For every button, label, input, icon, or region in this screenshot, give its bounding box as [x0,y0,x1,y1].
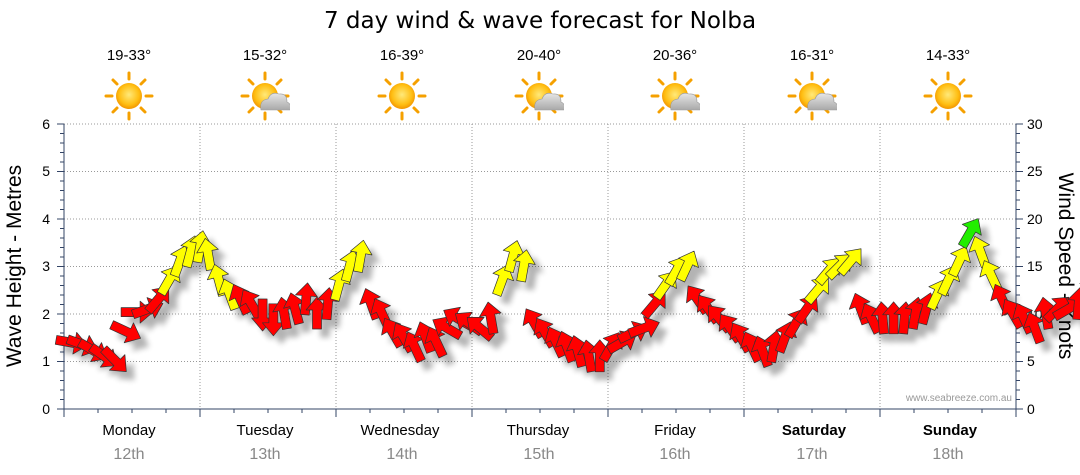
temp-label: 19-33° [107,47,151,64]
watermark: www.seabreeze.com.au [905,393,1012,404]
sun-icon [104,71,154,121]
y-tick-left: 6 [42,116,50,132]
x-date-label: 18th [932,446,963,463]
temp-label: 15-32° [243,47,287,64]
y-axis-label-left: Wave Height - Metres [3,165,26,367]
y-tick-left: 0 [42,401,50,417]
wind-arrows [54,218,1080,373]
sun-icon [923,71,973,121]
x-day-label: Thursday [507,422,570,439]
x-day-label: Wednesday [361,422,440,439]
y-tick-left: 3 [42,258,50,274]
x-day-label: Saturday [782,422,847,439]
x-date-label: 17th [796,446,827,463]
y-tick-right: 20 [1027,211,1043,227]
x-date-label: 14th [386,446,417,463]
x-day-label: Tuesday [237,422,294,439]
sun-cloud-icon [652,73,701,119]
x-date-label: 13th [249,446,280,463]
wind-arrow [492,264,514,297]
sun-icon [377,71,427,121]
x-date-label: 12th [113,446,144,463]
y-tick-right: 0 [1027,401,1035,417]
wind-arrow [100,345,127,372]
wind-arrow [295,282,318,316]
wind-arrow [948,246,971,278]
y-tick-right: 15 [1027,258,1043,274]
wind-arrow [627,316,660,339]
wind-arrow [479,301,502,335]
wind-arrow [196,238,219,272]
y-tick-right: 25 [1027,163,1043,179]
wind-arrow [1067,287,1080,321]
wind-arrow [836,248,862,277]
sun-cloud-icon [516,73,565,119]
y-axis-label-right: Wind Speed - Knots [1054,173,1077,360]
axis-ticks [57,123,1023,417]
y-tick-right: 30 [1027,116,1043,132]
wind-arrow [466,316,495,342]
y-tick-left: 5 [42,163,50,179]
chart-title: 7 day wind & wave forecast for Nolba [324,8,756,34]
sun-cloud-icon [789,73,838,119]
x-day-label: Friday [654,422,696,439]
y-tick-right: 5 [1027,353,1035,369]
x-date-label: 15th [523,446,554,463]
x-day-label: Sunday [923,422,978,439]
wind-arrow [513,249,536,283]
wind-arrow [424,326,448,359]
temp-label: 16-39° [380,47,424,64]
y-tick-left: 2 [42,306,50,322]
temp-label: 20-40° [517,47,561,64]
x-day-label: Monday [102,422,156,439]
temp-label: 20-36° [653,47,697,64]
wind-arrow [640,291,666,320]
y-tick-left: 1 [42,353,50,369]
wind-arrow [676,250,699,283]
temp-label: 14-33° [926,47,970,64]
temp-label: 16-31° [790,47,834,64]
x-date-label: 16th [659,446,690,463]
wind-arrow [350,239,373,273]
wind-arrow [109,320,141,344]
y-tick-left: 4 [42,211,50,227]
sun-cloud-icon [242,73,291,119]
wind-arrow [958,218,982,249]
wind-arrow [1012,303,1035,335]
